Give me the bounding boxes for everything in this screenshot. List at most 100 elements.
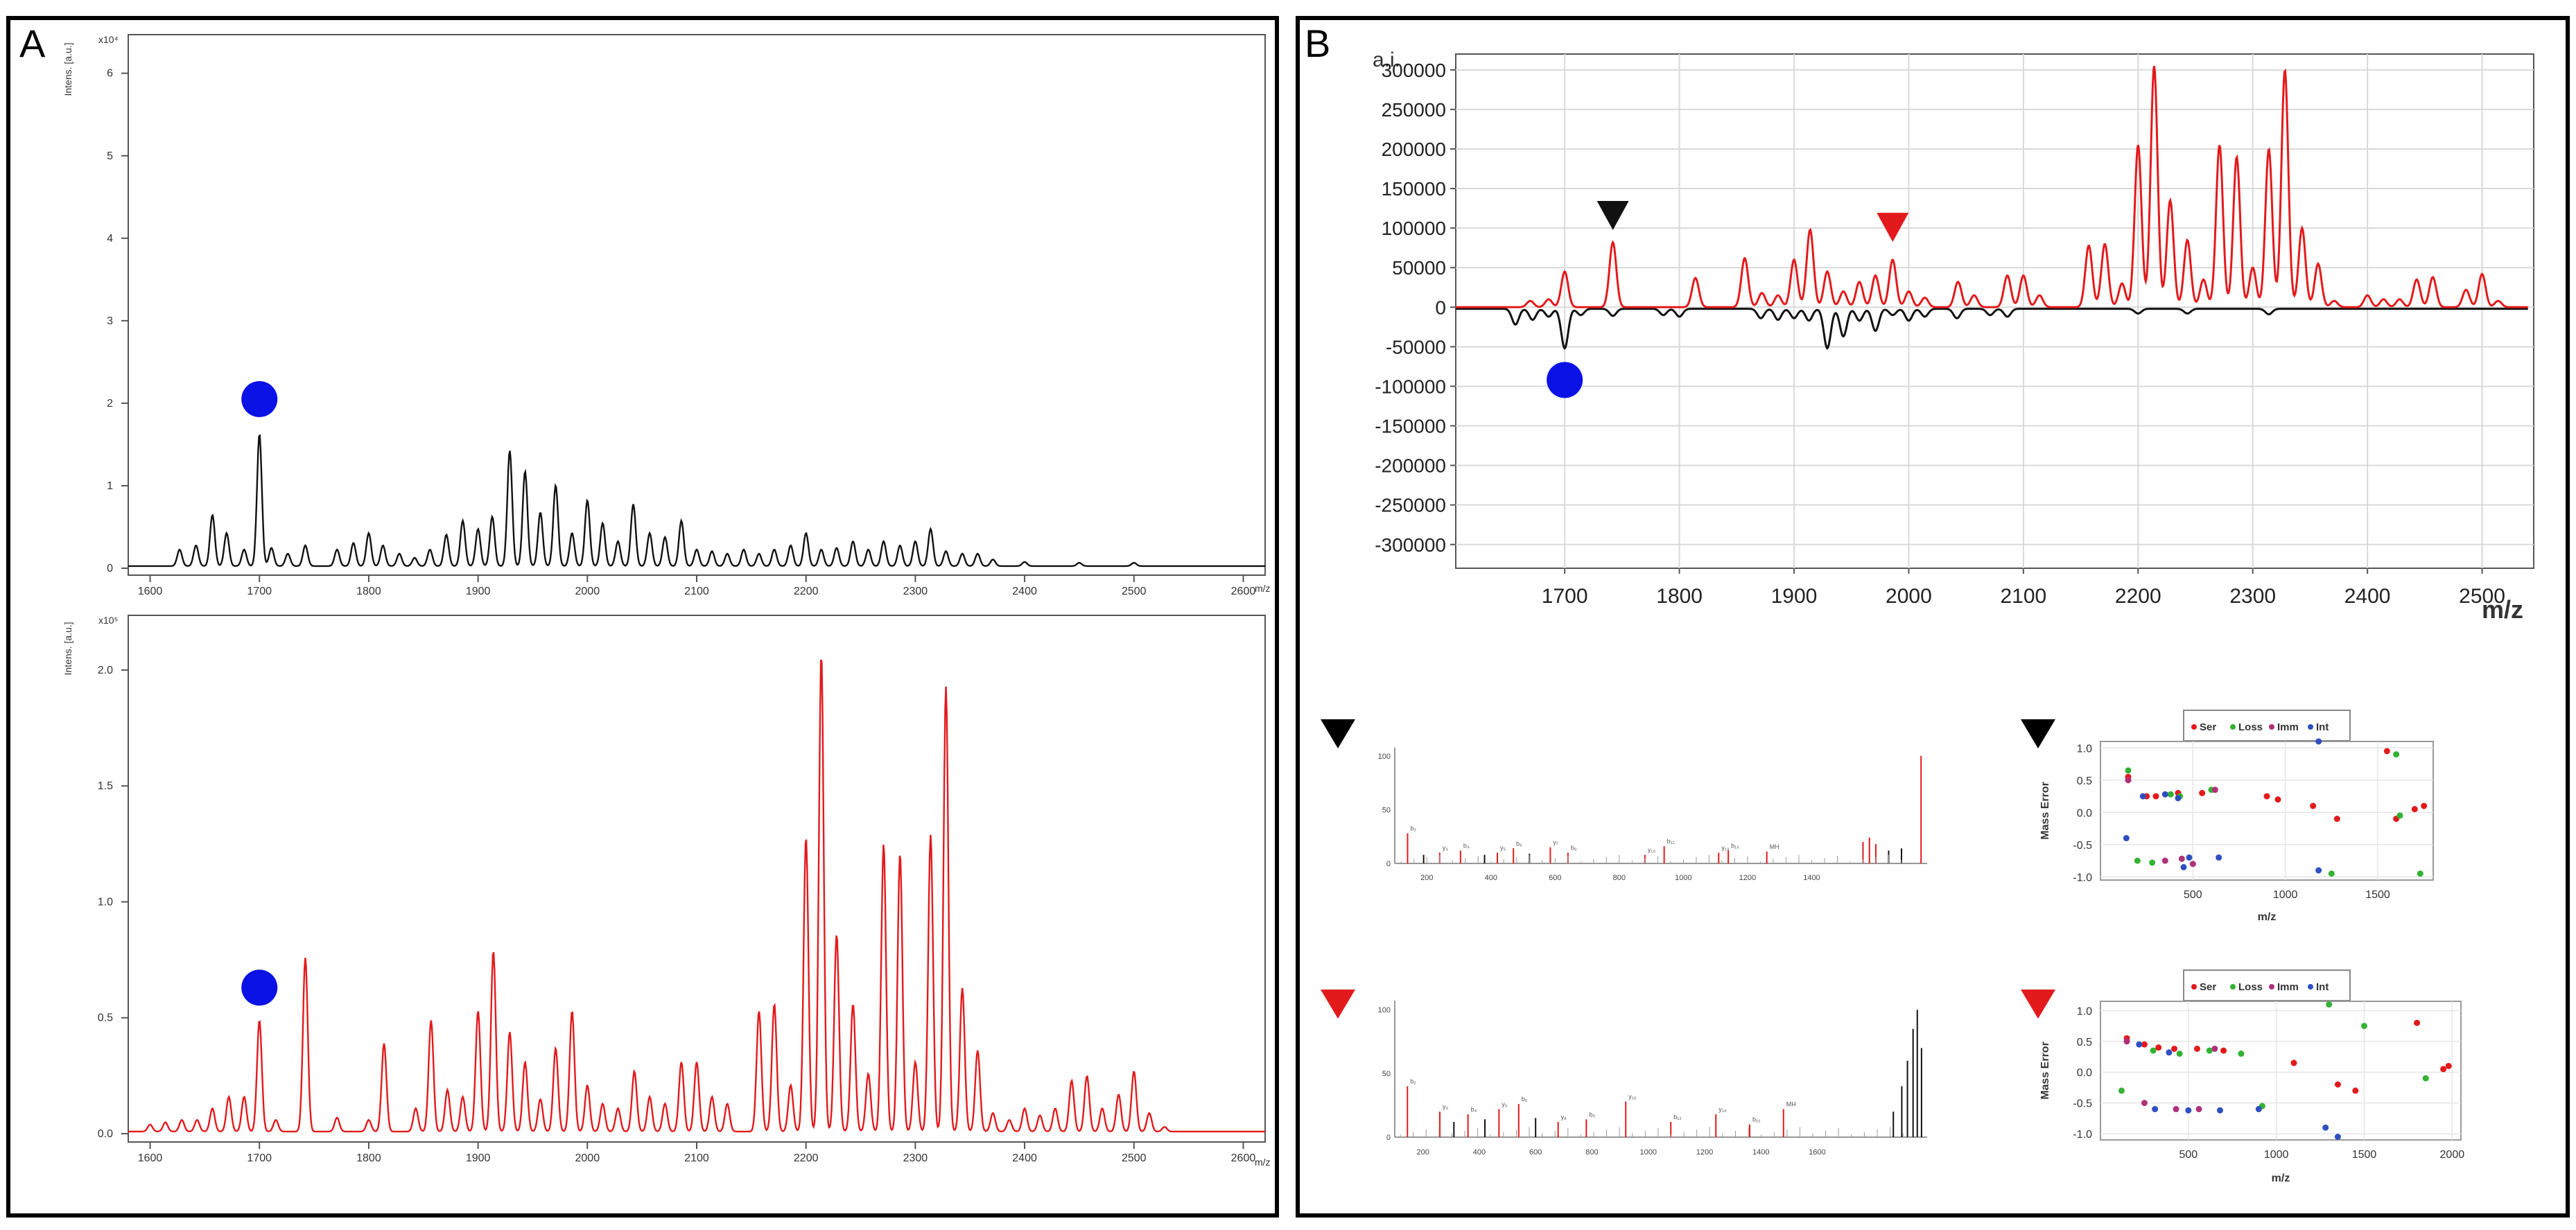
- error-point-loss: [2422, 1075, 2429, 1082]
- x-tick-label: 2000: [575, 586, 600, 597]
- error-black-frame: [2100, 741, 2434, 881]
- error-point-int: [2315, 738, 2322, 745]
- msms-red-ion-labels: b₂ y₃ b₄ y₅ b₆ y₈ b₉ y₁₀ b₁₂ y₁₄ b₁₆ MH: [1410, 1078, 1795, 1123]
- error-point-int: [2322, 1124, 2329, 1131]
- y-tick-label: 0: [1435, 297, 1446, 318]
- error-point-ser: [2152, 793, 2159, 800]
- x-tick-label: 2400: [1012, 586, 1037, 597]
- x-tick-label: 1700: [247, 586, 272, 597]
- error-point-ser: [2274, 796, 2281, 803]
- error-point-ser: [2334, 1081, 2341, 1088]
- error-point-ser: [2352, 1087, 2359, 1094]
- legend-dot-imm: [2269, 724, 2274, 730]
- error-point-loss: [2417, 870, 2423, 877]
- y-tick-label: 1.0: [98, 896, 113, 908]
- y-tick-label: -150000: [1375, 416, 1446, 437]
- msms-ion-label: y₅: [1500, 844, 1506, 851]
- error-point-loss: [2328, 870, 2335, 877]
- b-mirror-red-trace: [1456, 66, 2528, 308]
- msms-x-tick-label: 800: [1613, 874, 1626, 882]
- msms-x-tick-label: 1400: [1752, 1148, 1769, 1157]
- a-bottom-xlabel: m/z: [1255, 1157, 1271, 1168]
- y-tick-label: 200000: [1382, 139, 1446, 160]
- x-tick-label: 2600: [1231, 586, 1256, 597]
- y-tick-label: 100000: [1382, 218, 1446, 239]
- x-tick-label: 2300: [903, 586, 928, 597]
- y-tick-label: 2: [107, 398, 113, 410]
- msms-ion-label: b₁₂: [1673, 1114, 1682, 1121]
- msms-y-tick-label: 0: [1386, 860, 1391, 868]
- error-point-ser: [2155, 1044, 2162, 1051]
- error-point-loss: [2150, 1047, 2157, 1054]
- error-red-frame: [2100, 1001, 2462, 1141]
- msms-black-peaks: [1400, 755, 1922, 863]
- error-x-tick-label: 1500: [2352, 1149, 2377, 1161]
- msms-ion-label: b₉: [1589, 1111, 1595, 1118]
- a-top-plot-frame: [128, 34, 1266, 576]
- error-red-legend-box: [2183, 969, 2351, 1001]
- error-point-imm: [2211, 787, 2218, 793]
- msms-x-tick-label: 200: [1416, 1148, 1429, 1157]
- msms-x-tick-label: 200: [1420, 874, 1433, 882]
- msms-ion-label: b₂: [1410, 1078, 1416, 1084]
- error-y-tick-label: 0.5: [2077, 1037, 2092, 1048]
- b-mirror-markers: [1547, 201, 1909, 398]
- x-tick-label: 2100: [684, 1152, 709, 1164]
- blue-circle-marker: [1547, 362, 1583, 398]
- error-point-int: [2152, 1106, 2159, 1113]
- legend-dot-ser: [2191, 984, 2197, 990]
- legend-label-imm: Imm: [2277, 981, 2299, 993]
- legend-label-loss: Loss: [2238, 721, 2263, 733]
- y-tick-label: 5: [107, 150, 113, 162]
- msms-ion-label: b₄: [1463, 842, 1470, 849]
- x-tick-label: 1700: [247, 1152, 272, 1164]
- msms-x-tick-label: 400: [1473, 1148, 1486, 1157]
- y-tick-label: 0.0: [98, 1128, 113, 1140]
- x-tick-label: 1900: [466, 1152, 491, 1164]
- y-tick-label: 1: [107, 480, 113, 492]
- y-tick-label: 6: [107, 68, 113, 80]
- error-x-tick-label: 1000: [2264, 1149, 2289, 1161]
- error-black-xlabel: m/z: [2258, 911, 2277, 923]
- x-tick-label: 2600: [1231, 1152, 1256, 1164]
- legend-dot-loss: [2230, 984, 2236, 990]
- msms-ion-label: b₆: [1516, 840, 1522, 847]
- msms-ion-label: y₅: [1502, 1101, 1508, 1108]
- mass-error-plot-red: Ser Loss Imm Int Mass Error m/z 500 1000 1500…: [2039, 969, 2464, 1184]
- legend-label-int: Int: [2316, 721, 2329, 733]
- error-point-imm: [2178, 855, 2185, 862]
- msms-x-tick-label: 1400: [1803, 874, 1820, 882]
- x-tick-label: 2400: [2344, 585, 2391, 608]
- b-mirror-plot-frame: [1455, 53, 2534, 569]
- legend-label-ser: Ser: [2200, 981, 2216, 993]
- y-tick-label: -200000: [1375, 455, 1446, 477]
- error-point-imm: [2123, 1038, 2130, 1045]
- msms-x-tick-label: 1000: [1675, 874, 1691, 882]
- a-bottom-ylabel: Intens. [a.u.]: [62, 622, 73, 675]
- error-point-ser: [2194, 1045, 2201, 1052]
- error-point-loss: [2134, 857, 2141, 864]
- legend-dot-ser: [2191, 724, 2197, 730]
- msms-ion-label: MH: [1786, 1101, 1796, 1108]
- msms-x-tick-label: 600: [1529, 1148, 1542, 1157]
- x-tick-label: 2300: [2229, 585, 2276, 608]
- a-bottom-yscale: x10⁵: [98, 615, 118, 626]
- msms-ion-label: b₁₁: [1667, 838, 1675, 845]
- error-red-grid: [2100, 1001, 2461, 1140]
- a-top-yscale: x10⁴: [98, 34, 119, 45]
- msms-y-tick-label: 50: [1382, 1070, 1391, 1078]
- error-point-loss: [2360, 1023, 2367, 1030]
- msms-ion-label: y₁₀: [1648, 847, 1656, 854]
- msms-x-tick-label: 1600: [1809, 1148, 1825, 1157]
- y-tick-label: -250000: [1375, 495, 1446, 516]
- msms-x-tick-label: 800: [1585, 1148, 1598, 1157]
- error-red-points: [2118, 1001, 2452, 1141]
- b-mirror-ticks: 1700 1800 1900 2000 2100 2200 2300 2400 2500 3000…: [1375, 60, 2505, 608]
- error-black-ticks: 500 1000 1500 1.0 0.5 0.0 -0.5 -1.0: [2073, 743, 2390, 901]
- error-black-triangle: [2021, 719, 2055, 748]
- a-top-xlabel: m/z: [1255, 583, 1271, 594]
- msms-red-peaks: [1400, 1010, 1922, 1137]
- b-mirror-ylabel: a.i.: [1373, 49, 1400, 71]
